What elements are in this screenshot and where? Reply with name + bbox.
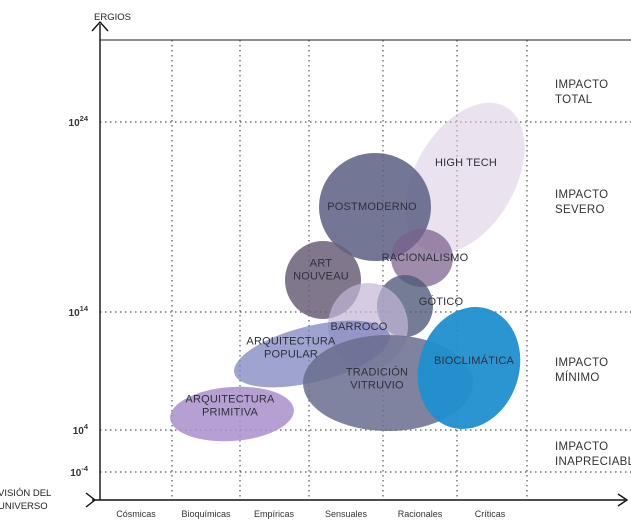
bubble-label-racionalismo: RACIONALISMO [382, 252, 469, 264]
x-category-labels: Cósmicas Bioquímicas Empíricas Sensuales Rac… [116, 509, 506, 519]
x-category-label: Críticas [475, 509, 506, 519]
bubble-label-gotico: GÓTICO [419, 295, 464, 308]
bubble-arquitectura-primitiva [170, 386, 294, 442]
x-axis-title-line: VISIÓN DEL [0, 488, 51, 499]
bubble-postmoderno [319, 153, 431, 261]
style-labels: HIGH TECH POSTMODERNO RACIONALISMO ART NOUVE… [185, 157, 514, 419]
y-axis-title: ERGIOS [94, 12, 131, 23]
bubble-label-arquitectura-primitiva: ARQUITECTURA PRIMITIVA [185, 394, 275, 419]
y-tick-label: 1014 [69, 304, 89, 319]
y-tick-label: 104 [73, 422, 89, 437]
impact-zone-label: IMPACTOINAPRECIABLE [555, 441, 631, 468]
x-category-label: Cósmicas [116, 509, 156, 519]
bubble-label-postmoderno: POSTMODERNO [327, 201, 417, 213]
y-tick-label: 1024 [69, 114, 89, 129]
bubble-label-high-tech: HIGH TECH [435, 157, 497, 169]
bubble-high-tech [405, 102, 525, 254]
x-category-label: Bioquímicas [181, 509, 231, 519]
x-axis-title: VISIÓN DEL UNIVERSO [0, 488, 51, 512]
bubble-bioclimatica [417, 307, 521, 429]
y-tick-label: 10-4 [70, 464, 89, 479]
bubble-label-bioclimatica: BIOCLIMÁTICA [434, 354, 514, 367]
bubble-label-barroco: BARROCO [330, 321, 387, 333]
style-bubbles [170, 102, 525, 442]
bubble-label-arquitectura-popular: ARQUITECTURA POPULAR [246, 336, 336, 361]
bubble-label-art-nouveau: ART NOUVEAU [293, 258, 349, 283]
y-tick-labels: 1024 1014 104 10-4 [69, 114, 89, 479]
impact-zone-label: IMPACTO MÍNIMO [555, 357, 608, 384]
x-category-label: Racionales [398, 509, 443, 519]
bubble-arquitectura-popular [234, 320, 390, 388]
bubble-label-tradicion-vitruvio: TRADICIÓN VITRUVIO [346, 366, 408, 392]
bubble-racionalismo [391, 229, 453, 287]
x-axis-title-line: UNIVERSO [0, 501, 48, 512]
axes [85, 20, 629, 508]
impact-zone-label: IMPACTO SEVERO [555, 189, 608, 216]
x-category-label: Sensuales [325, 509, 368, 519]
x-category-label: Empíricas [254, 509, 295, 519]
impact-zone-label: IMPACTO TOTAL [555, 79, 608, 106]
impact-zone-labels: IMPACTO TOTAL IMPACTO SEVERO IMPACTO MÍNIMO IM… [555, 79, 631, 468]
